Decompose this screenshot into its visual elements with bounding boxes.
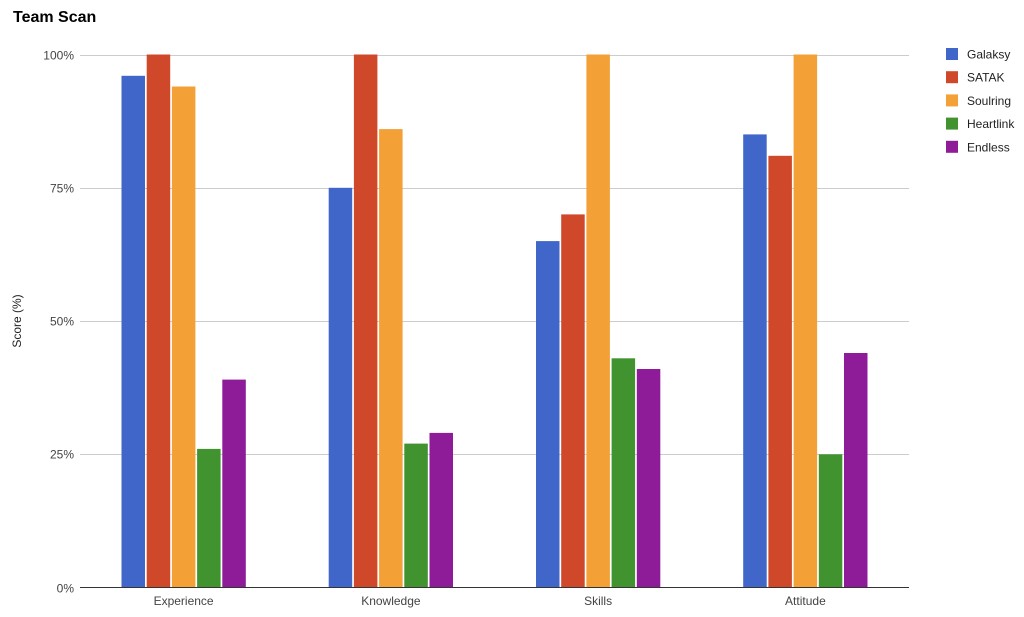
chart-title: Team Scan	[13, 9, 96, 26]
bar-endless-knowledge	[429, 432, 453, 588]
bar-satak-attitude	[768, 155, 792, 588]
y-axis-tick-labels: 0% 25% 50% 75% 100%	[43, 49, 74, 596]
bar-heartlink-knowledge	[404, 443, 428, 588]
legend-label: SATAK	[967, 71, 1005, 85]
bar-soulring-attitude	[793, 54, 818, 588]
legend: Galaksy SATAK Soulring Heartlink Endless	[946, 48, 1015, 154]
legend-swatch	[946, 140, 958, 153]
x-axis-tick-labels: Experience Knowledge Skills Attitude	[154, 594, 826, 608]
bars	[121, 54, 868, 588]
x-tick-label: Skills	[584, 594, 612, 608]
legend-label: Endless	[967, 140, 1010, 154]
x-tick-label: Experience	[154, 594, 214, 608]
bar-endless-experience	[222, 379, 246, 588]
y-tick-label: 0%	[57, 582, 75, 596]
bar-galaksy-experience	[121, 75, 145, 588]
y-tick-label: 100%	[43, 49, 74, 63]
x-tick-label: Knowledge	[361, 594, 421, 608]
y-axis-title: Score (%)	[10, 294, 24, 347]
legend-swatch	[946, 94, 958, 107]
x-tick-label: Attitude	[785, 594, 826, 608]
bar-heartlink-experience	[197, 448, 221, 588]
legend-label: Soulring	[967, 94, 1011, 108]
y-tick-label: 25%	[50, 448, 74, 462]
bar-soulring-knowledge	[379, 129, 403, 588]
bar-galaksy-attitude	[743, 134, 767, 588]
bar-heartlink-attitude	[818, 454, 843, 588]
bar-galaksy-knowledge	[328, 187, 353, 588]
bar-satak-knowledge	[353, 54, 378, 588]
legend-label: Heartlink	[967, 117, 1015, 131]
y-tick-label: 50%	[50, 315, 74, 329]
legend-swatch	[946, 48, 958, 60]
bar-satak-experience	[146, 54, 171, 588]
bar-galaksy-skills	[536, 241, 560, 588]
bar-soulring-skills	[586, 54, 610, 588]
bar-heartlink-skills	[611, 358, 636, 588]
legend-swatch	[946, 71, 958, 84]
bar-soulring-experience	[171, 86, 196, 588]
bar-endless-skills	[636, 369, 661, 588]
legend-label: Galaksy	[967, 48, 1010, 62]
y-tick-label: 75%	[50, 182, 74, 196]
legend-swatch	[946, 117, 958, 130]
bar-satak-skills	[561, 214, 585, 588]
bar-endless-attitude	[844, 353, 868, 588]
